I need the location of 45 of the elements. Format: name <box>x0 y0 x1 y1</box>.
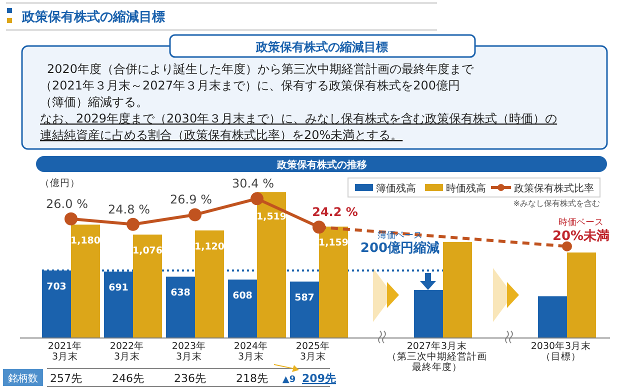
x-tick-label: 2021年3月末 <box>48 340 82 362</box>
data-label: 638 <box>170 288 191 299</box>
data-label: 1,180 <box>70 236 101 247</box>
data-label: 30.4 % <box>232 176 274 191</box>
x-tick-label: 2030年3月末（目標） <box>530 340 592 362</box>
x-tick-label: 2027年3月末（第三次中期経営計画最終年度） <box>387 340 487 373</box>
annotation: 200億円縮減 <box>360 240 440 256</box>
y-axis-title: （億円） <box>40 177 80 189</box>
legend-label: 時価残高 <box>446 182 486 194</box>
x-tick-label: 2025年3月末 <box>296 340 330 362</box>
annotation: 時価ベース <box>558 217 604 228</box>
legend-label: 政策保有株式比率 <box>514 182 594 194</box>
text: 2020年度（合併により誕生した年度）から第三次中期経営計画の最終年度まで <box>47 62 475 76</box>
x-tick-label: 2023年3月末 <box>172 340 206 362</box>
text: なお、2029年度まで（2030年３月末まで）に、みなし保有株式を含む政策保有株式（時価）の <box>40 112 558 126</box>
data-label: 691 <box>108 282 128 294</box>
x-tick-label: 2022年3月末 <box>110 340 144 362</box>
text: 政策保有株式の縮減目標 <box>21 9 165 25</box>
data-label: 587 <box>294 292 314 304</box>
data-label: 26.9 % <box>170 192 212 207</box>
text: ▲9 <box>282 375 296 385</box>
chart-title: 政策保有株式の縮減目標 <box>255 40 388 54</box>
text: （2021年３月末～2027年３月末まで）に、保有する政策保有株式を200億円 <box>40 78 460 92</box>
data-label: 703 <box>46 281 66 292</box>
data-label: 1,076 <box>132 246 163 257</box>
data-label: 24.8 % <box>108 202 150 216</box>
data-label: 1,159 <box>318 238 349 249</box>
annotation: ※みなし保有株式を含む <box>513 199 600 208</box>
text: 236先 <box>174 372 206 385</box>
legend-label: 簿価残高 <box>376 182 416 194</box>
data-label: 24.2 % <box>312 205 358 220</box>
data-label: 26.0 % <box>46 196 88 211</box>
text: （簿価）縮減する。 <box>40 95 148 109</box>
data-label: 608 <box>232 290 253 302</box>
text: 209先 <box>302 372 336 385</box>
data-label: 1,120 <box>194 241 225 252</box>
text: 218先 <box>236 372 268 385</box>
text: 257先 <box>50 372 82 385</box>
text: 銘柄数 <box>8 372 38 384</box>
x-tick-label: 2024年3月末 <box>234 340 268 362</box>
text: 政策保有株式の推移 <box>276 159 367 171</box>
text: 246先 <box>112 372 144 385</box>
annotation: 20%未満 <box>552 229 610 244</box>
text: 連結純資産に占める割合（政策保有株式比率）を20%未満とする。 <box>40 128 403 142</box>
data-label: 1,519 <box>256 212 287 223</box>
